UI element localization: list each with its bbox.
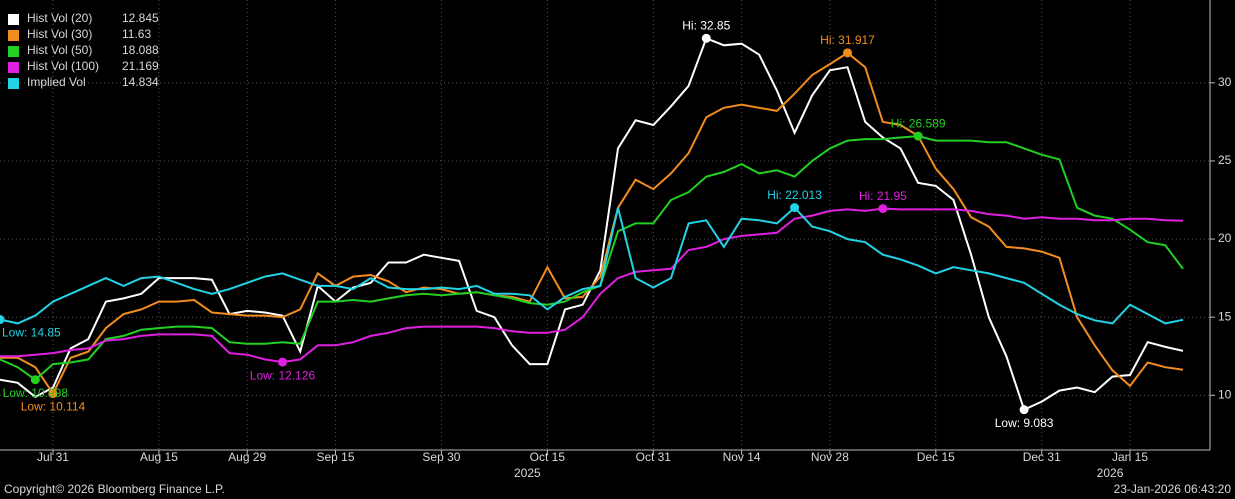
extreme-label: Hi: 26.589 <box>891 116 946 130</box>
copyright: Copyright© 2026 Bloomberg Finance L.P. <box>4 482 225 496</box>
extreme-marker <box>843 48 853 58</box>
legend-label: Hist Vol (30) <box>27 27 92 41</box>
x-tick-label: Aug 29 <box>228 450 266 464</box>
x-tick-label: Jan 15 <box>1112 450 1148 464</box>
year-label: 2025 <box>514 466 541 480</box>
y-tick-label: 15 <box>1218 309 1232 323</box>
series-line <box>0 206 1184 325</box>
legend-label: Hist Vol (50) <box>27 43 92 57</box>
extreme-marker <box>790 203 800 213</box>
extreme-marker <box>0 315 5 325</box>
extreme-marker <box>1019 405 1029 415</box>
extreme-label: Hi: 21.95 <box>859 189 907 203</box>
x-tick-label: Dec 15 <box>917 450 955 464</box>
extreme-marker <box>701 33 711 43</box>
x-tick-label: Dec 31 <box>1023 450 1061 464</box>
legend-label: Hist Vol (100) <box>27 59 99 73</box>
extreme-label: Low: 14.85 <box>2 326 61 340</box>
extreme-marker <box>48 389 58 399</box>
x-tick-label: Sep 30 <box>422 450 460 464</box>
extreme-label: Hi: 32.85 <box>682 18 730 32</box>
extreme-label: Low: 12.126 <box>250 368 316 382</box>
legend-value: 12.845 <box>122 11 159 25</box>
legend-value: 21.169 <box>122 59 159 73</box>
extreme-marker <box>278 357 288 367</box>
series-line <box>0 207 1184 364</box>
y-tick-label: 30 <box>1218 75 1232 89</box>
y-tick-label: 10 <box>1218 387 1232 401</box>
legend-value: 18.088 <box>122 43 159 57</box>
y-tick-label: 25 <box>1218 153 1232 167</box>
x-tick-label: Oct 31 <box>636 450 672 464</box>
x-tick-label: Jul 31 <box>37 450 69 464</box>
legend-value: 11.63 <box>122 27 151 41</box>
extreme-marker <box>913 131 923 141</box>
extreme-label: Hi: 31.917 <box>820 33 875 47</box>
x-tick-label: Nov 28 <box>811 450 849 464</box>
extreme-marker <box>30 375 40 385</box>
x-tick-label: Oct 15 <box>530 450 566 464</box>
x-tick-label: Aug 15 <box>140 450 178 464</box>
extreme-label: Low: 10.998 <box>3 386 69 400</box>
series-line <box>0 135 1184 381</box>
legend-swatch <box>8 62 19 73</box>
legend-label: Hist Vol (20) <box>27 11 92 25</box>
x-tick-label: Nov 14 <box>723 450 761 464</box>
legend-value: 14.834 <box>122 75 159 89</box>
year-label: 2026 <box>1097 466 1124 480</box>
y-tick-label: 20 <box>1218 231 1232 245</box>
extreme-label: Hi: 22.013 <box>767 188 822 202</box>
extreme-label: Low: 10.114 <box>21 400 86 414</box>
legend-swatch <box>8 14 19 25</box>
extreme-marker <box>878 204 888 214</box>
extreme-label: Low: 9.083 <box>995 416 1054 430</box>
legend-swatch <box>8 46 19 57</box>
x-tick-label: Sep 15 <box>316 450 354 464</box>
legend-label: Implied Vol <box>27 75 86 89</box>
legend-swatch <box>8 30 19 41</box>
timestamp: 23-Jan-2026 06:43:20 <box>1114 482 1232 496</box>
legend-swatch <box>8 78 19 89</box>
